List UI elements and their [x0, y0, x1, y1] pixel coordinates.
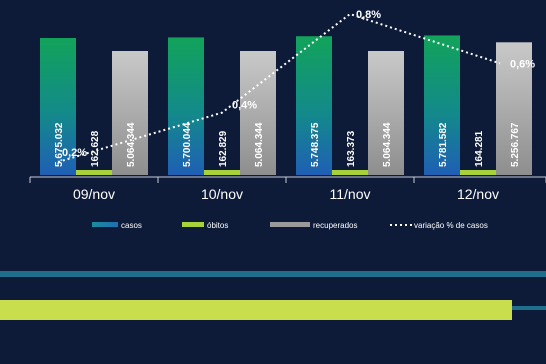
- bar-bitos-0: [76, 170, 112, 175]
- value-label-recuperados-3: 5.256.767: [510, 122, 521, 167]
- bar-bitos-3: [460, 170, 496, 175]
- teal-divider-stub: [512, 306, 546, 310]
- legend-swatch-2: [270, 222, 310, 227]
- x-tick-label-3: 12/nov: [457, 186, 499, 202]
- legend-label-2: recuperados: [313, 221, 357, 230]
- bar-casos-2: [296, 36, 332, 175]
- variation-label-0: 0,2%: [62, 147, 87, 159]
- value-label-bitos-3: 164.281: [474, 130, 485, 167]
- bar-casos-1: [168, 37, 204, 175]
- x-tick-label-0: 09/nov: [73, 186, 115, 202]
- bar-recuperados-3: [496, 42, 532, 175]
- legend-label-1: óbitos: [207, 221, 228, 230]
- value-label-bitos-2: 163.373: [346, 130, 357, 167]
- cases-chart: 5.675.032 162.628 5.064.344 5.700.044 162.82…: [29, 9, 546, 230]
- legend-swatch-0: [92, 222, 118, 227]
- variation-label-3: 0,6%: [510, 58, 535, 70]
- bar-casos-0: [40, 38, 76, 176]
- x-tick-label-1: 10/nov: [201, 186, 243, 202]
- variation-line: [57, 12, 501, 163]
- teal-divider-line: [0, 271, 546, 277]
- value-label-casos-0: 5.675.032: [54, 122, 65, 167]
- lime-banner-bar: [0, 300, 512, 320]
- value-label-bitos-0: 162.628: [90, 130, 101, 167]
- value-label-bitos-1: 162.829: [218, 130, 229, 167]
- value-label-recuperados-0: 5.064.344: [126, 122, 137, 167]
- legend-label-3: variação % de casos: [414, 221, 488, 230]
- variation-label-1: 0,4%: [232, 100, 257, 112]
- bar-bitos-2: [332, 170, 368, 175]
- legend-swatch-1: [182, 222, 204, 227]
- value-label-casos-3: 5.781.582: [438, 122, 449, 167]
- bar-recuperados-2: [368, 51, 404, 175]
- value-label-casos-1: 5.700.044: [182, 122, 193, 167]
- bar-recuperados-0: [112, 51, 148, 175]
- x-tick-label-2: 11/nov: [330, 186, 371, 202]
- legend-label-0: casos: [121, 221, 142, 230]
- variation-label-2: 0,8%: [356, 9, 381, 21]
- value-label-recuperados-1: 5.064.344: [254, 122, 265, 167]
- value-label-casos-2: 5.748.375: [310, 122, 321, 167]
- bar-recuperados-1: [240, 51, 276, 175]
- value-label-recuperados-2: 5.064.344: [382, 122, 393, 167]
- bar-casos-3: [424, 35, 460, 175]
- bar-bitos-1: [204, 170, 240, 175]
